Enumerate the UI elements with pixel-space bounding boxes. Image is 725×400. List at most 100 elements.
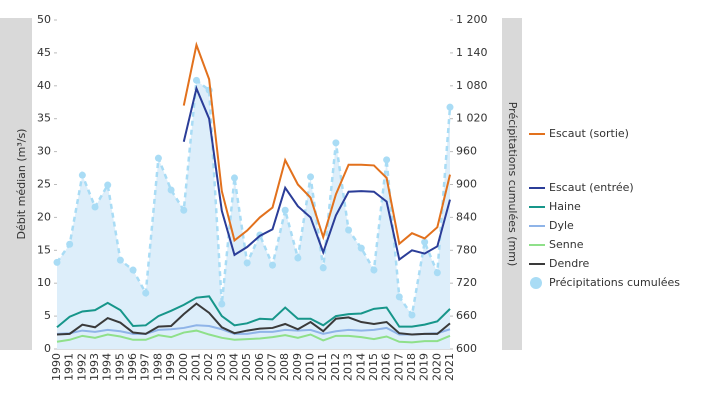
y-axis-title: Débit médian (m³/s) [15,129,28,240]
y-tick-label: 0 [44,342,51,355]
precip-point [383,156,391,164]
y2-tick-label: 1 200 [456,13,488,26]
x-tick-label: 2011 [316,353,329,381]
x-tick-label: 2013 [342,353,355,381]
series-line [56,302,451,336]
precip-point [243,259,251,267]
x-tick-label: 2020 [430,353,443,381]
x-tick-label: 1994 [101,353,114,381]
precip-point [116,256,124,264]
legend-label: Escaut (entrée) [549,181,634,194]
x-tick-label: 2019 [418,353,431,381]
series-line [56,329,451,344]
x-tick-label: 2016 [380,353,393,381]
x-tick-label: 2000 [177,353,190,381]
precip-point [167,186,175,194]
x-tick-label: 2014 [354,353,367,381]
precip-point [294,254,302,262]
x-tick-label: 2012 [329,353,342,381]
x-tick-label: 1990 [50,353,63,381]
x-tick-label: 2002 [202,353,215,381]
series-line [56,295,451,329]
precip-point [408,311,416,319]
precip-point [129,266,137,274]
x-tick-label: 2015 [367,353,380,381]
y2-tick-label: 600 [456,342,477,355]
precip-point [421,238,429,246]
x-tick-label: 2006 [253,353,266,381]
legend-label: Haine [549,200,581,213]
x-tick-label: 2001 [189,353,202,381]
legend-label: Dyle [549,219,574,232]
legend-label: Dendre [549,257,589,270]
y2-tick-label: 1 020 [456,112,488,125]
y2-tick-label: 780 [456,243,477,256]
series-line [182,41,451,246]
precip-point [230,174,238,182]
y-tick-label: 10 [37,276,51,289]
precip-point [345,226,353,234]
x-tick-label: 1995 [113,353,126,381]
y2-tick-label: 900 [456,178,477,191]
x-tick-label: 1997 [139,353,152,381]
y2-tick-label: 1 140 [456,46,488,59]
precip-point [332,139,340,147]
x-tick-label: 2021 [443,353,456,381]
x-tick-label: 2018 [405,353,418,381]
precip-area [57,80,450,350]
x-tick-label: 2003 [215,353,228,381]
y-tick-label: 20 [37,210,51,223]
precip-point [104,181,112,189]
x-tick-label: 1991 [63,353,76,381]
series-line [56,324,451,336]
precip-point [370,266,378,274]
x-tick-label: 1993 [88,353,101,381]
y-tick-label: 5 [44,309,51,322]
x-tick-label: 2007 [266,353,279,381]
y2-tick-label: 960 [456,145,477,158]
precip-point [319,264,327,272]
x-tick-label: 2009 [291,353,304,381]
x-tick-label: 1996 [126,353,139,381]
y-tick-label: 15 [37,243,51,256]
x-tick-label: 2004 [227,353,240,381]
precip-point [433,269,441,277]
precip-point [395,293,403,301]
y2-tick-label: 1 080 [456,79,488,92]
legend-label: Escaut (sortie) [549,127,629,140]
x-tick-label: 1992 [75,353,88,381]
y-tick-label: 35 [37,112,51,125]
precip-point [78,171,86,179]
legend-label: Précipitations cumulées [549,276,680,289]
x-tick-label: 1998 [151,353,164,381]
y-title-band [0,18,32,350]
precip-point [218,300,226,308]
precip-point [142,289,150,297]
x-tick-label: 2010 [304,353,317,381]
y2-tick-label: 720 [456,276,477,289]
precip-point [357,244,365,252]
y2-tick-label: 660 [456,309,477,322]
y-tick-label: 40 [37,79,51,92]
precip-point [269,261,277,269]
precip-point [53,258,61,266]
y-tick-label: 45 [37,46,51,59]
x-tick-label: 2005 [240,353,253,381]
legend-label: Senne [549,238,584,251]
x-tick-label: 2017 [392,353,405,381]
precip-point [281,206,289,214]
y2-axis-title: Précipitations cumulées (mm) [506,102,519,267]
precip-point [446,103,454,111]
precip-point [154,154,162,162]
y2-title-band [502,18,522,350]
precip-point [307,173,315,181]
y-tick-label: 25 [37,178,51,191]
y2-tick-label: 840 [456,210,477,223]
precip-point [91,203,99,211]
legend-swatch [530,277,542,289]
precip-point [180,206,188,214]
series-line [182,85,451,262]
y-tick-label: 50 [37,13,51,26]
